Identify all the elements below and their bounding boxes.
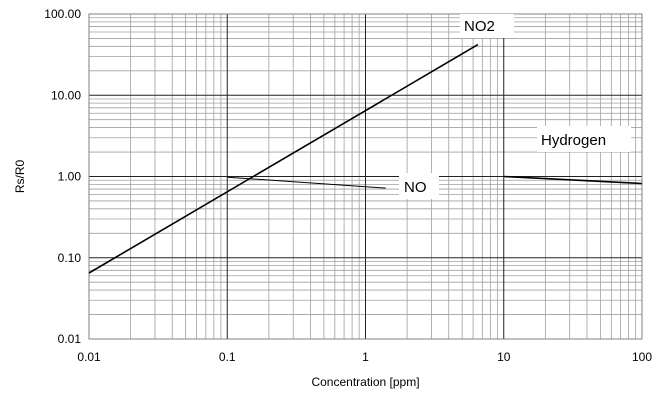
- series-line-no: [227, 176, 386, 189]
- series-line-no2: [88, 43, 479, 274]
- series-label-bg-hydrogen: [537, 126, 631, 152]
- y-axis-label: Rs/R0: [13, 160, 27, 194]
- x-tick-label: 10: [497, 350, 511, 364]
- x-tick-label: 1: [362, 350, 369, 364]
- series-label-hydrogen: Hydrogen: [541, 132, 606, 149]
- plot-frame: [88, 13, 643, 340]
- y-tick-label: 0.10: [58, 251, 82, 265]
- series-label-no: NO: [404, 179, 427, 196]
- x-tick-label: 0.1: [219, 350, 236, 364]
- y-tick-labels: 0.01 0.10 1.00 10.00 100.00: [44, 7, 81, 346]
- x-axis-label: Concentration [ppm]: [311, 375, 419, 389]
- series-layer: NO2 NO Hydrogen: [88, 14, 643, 274]
- major-grid: [89, 14, 642, 339]
- y-tick-label: 1.00: [58, 170, 82, 184]
- x-tick-label: 100: [632, 350, 652, 364]
- y-tick-label: 100.00: [44, 7, 81, 21]
- series-label-bg-no2: [460, 14, 514, 38]
- series-label-bg-no: [399, 173, 439, 199]
- x-tick-label: 0.01: [77, 350, 101, 364]
- x-tick-labels: 0.01 0.1 1 10 100: [77, 350, 652, 364]
- y-tick-label: 0.01: [58, 332, 82, 346]
- y-tick-label: 10.00: [51, 88, 81, 102]
- series-line-hydrogen: [503, 175, 643, 185]
- series-label-no2: NO2: [464, 18, 495, 35]
